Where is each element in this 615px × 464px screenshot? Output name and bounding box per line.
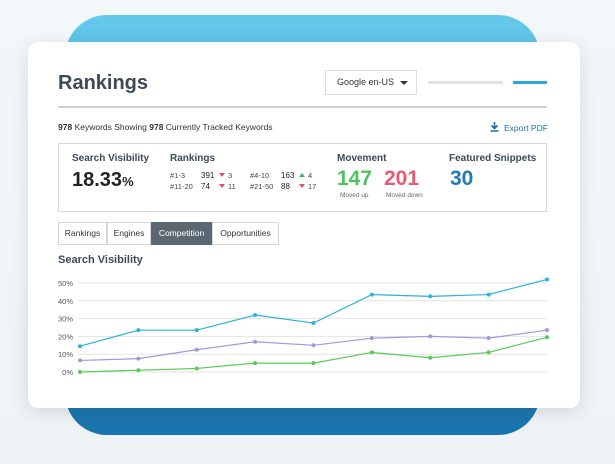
visibility-number: 18.33 bbox=[72, 169, 123, 191]
rank-range: #1-3 bbox=[170, 171, 186, 180]
rank-range: #4-10 bbox=[250, 171, 270, 180]
rank-count: 74 bbox=[201, 182, 210, 191]
rank-change: 4 bbox=[299, 171, 312, 180]
rank-count: 88 bbox=[281, 182, 290, 191]
chart-title: Search Visibility bbox=[58, 254, 144, 266]
change-arrow bbox=[299, 184, 305, 188]
download-icon bbox=[490, 122, 499, 132]
moved-up-label: Moved up bbox=[340, 192, 369, 199]
data-point bbox=[194, 366, 199, 371]
progress-track bbox=[428, 81, 503, 84]
data-point bbox=[194, 328, 199, 333]
data-point bbox=[194, 347, 199, 352]
showing-label: Keywords Showing bbox=[74, 122, 147, 132]
data-point bbox=[253, 339, 258, 344]
dropdown-text: Google en-US bbox=[337, 77, 395, 87]
divider bbox=[58, 106, 547, 108]
change-value: 17 bbox=[308, 182, 317, 191]
y-tick-label: 40% bbox=[58, 297, 73, 306]
rankings-label: Rankings bbox=[170, 153, 216, 164]
movement-label: Movement bbox=[337, 153, 387, 164]
export-button[interactable]: Export PDF bbox=[490, 122, 548, 133]
tab[interactable]: Opportunities bbox=[212, 222, 279, 245]
data-point bbox=[311, 361, 316, 366]
rank-change: 3 bbox=[219, 171, 232, 180]
rank-count: 391 bbox=[201, 171, 215, 180]
data-point bbox=[78, 358, 82, 363]
data-point bbox=[136, 368, 141, 373]
snippets-value: 30 bbox=[450, 167, 474, 190]
rank-range: #11-20 bbox=[170, 182, 193, 191]
moved-up-value: 147 bbox=[337, 167, 373, 190]
y-tick-label: 0% bbox=[62, 368, 73, 377]
visibility-label: Search Visibility bbox=[72, 153, 150, 164]
change-value: 4 bbox=[308, 171, 313, 180]
caret bbox=[400, 81, 408, 85]
rank-change: 11 bbox=[219, 182, 236, 191]
data-point bbox=[486, 336, 491, 341]
stats-box bbox=[58, 143, 547, 212]
data-point bbox=[369, 292, 374, 297]
rank-count: 163 bbox=[281, 171, 295, 180]
data-point bbox=[253, 313, 258, 318]
keyword-summary: 978 Keywords Showing 978 Currently Track… bbox=[58, 122, 273, 132]
y-tick-label: 50% bbox=[58, 279, 73, 288]
data-point bbox=[136, 328, 141, 333]
tracked-count: 978 bbox=[149, 122, 164, 132]
y-tick-label: 30% bbox=[58, 315, 73, 324]
tab[interactable]: Competition bbox=[151, 222, 212, 245]
export-label: Export PDF bbox=[504, 123, 548, 133]
tracked-label: Currently Tracked Keywords bbox=[165, 122, 273, 132]
visibility-value: 18.33% bbox=[72, 169, 134, 192]
page-title: Rankings bbox=[58, 72, 149, 94]
change-arrow bbox=[299, 173, 305, 177]
moved-down-label: Moved down bbox=[386, 192, 423, 199]
data-point bbox=[428, 294, 433, 299]
chart: Search Visibility 0% 10% 20% 30% 40% 50% bbox=[58, 254, 549, 377]
data-point bbox=[545, 328, 549, 333]
data-point bbox=[486, 292, 491, 297]
data-point bbox=[545, 277, 549, 282]
visibility-unit: % bbox=[122, 174, 134, 189]
tab[interactable]: Rankings bbox=[58, 222, 107, 245]
tab[interactable]: Engines bbox=[107, 222, 151, 245]
data-point bbox=[428, 334, 433, 339]
data-point bbox=[311, 321, 316, 326]
data-point bbox=[311, 343, 316, 348]
data-point bbox=[545, 335, 549, 340]
data-point bbox=[136, 356, 141, 361]
change-arrow bbox=[219, 184, 225, 188]
rank-range: #21-50 bbox=[250, 182, 274, 191]
data-point bbox=[253, 361, 258, 366]
change-value: 11 bbox=[228, 182, 236, 191]
y-tick-label: 10% bbox=[58, 350, 73, 359]
change-arrow bbox=[219, 173, 225, 177]
data-point bbox=[78, 370, 82, 374]
data-point bbox=[369, 336, 374, 341]
change-value: 3 bbox=[228, 171, 233, 180]
data-point bbox=[369, 350, 374, 355]
y-tick-label: 20% bbox=[58, 332, 73, 341]
rank-change: 17 bbox=[299, 182, 316, 191]
progress-bar bbox=[513, 81, 547, 84]
data-point bbox=[78, 344, 82, 349]
data-point bbox=[428, 355, 433, 360]
showing-count: 978 bbox=[58, 122, 73, 132]
engine-dropdown[interactable]: Google en-US bbox=[325, 70, 417, 95]
snippets-label: Featured Snippets bbox=[449, 153, 537, 164]
moved-down-value: 201 bbox=[384, 167, 420, 190]
data-point bbox=[486, 350, 491, 355]
